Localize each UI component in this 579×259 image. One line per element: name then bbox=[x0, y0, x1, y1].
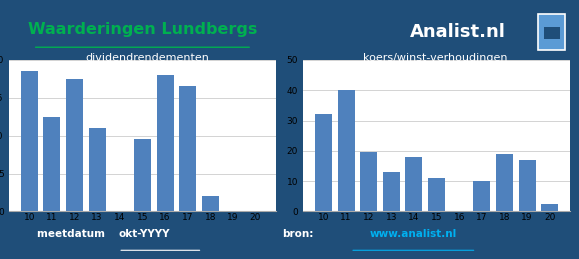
Bar bbox=[538, 14, 565, 50]
Bar bbox=[66, 79, 83, 212]
Bar bbox=[338, 90, 354, 212]
Text: www.analist.nl: www.analist.nl bbox=[369, 229, 457, 239]
Bar bbox=[134, 140, 151, 212]
Bar bbox=[496, 154, 513, 212]
Bar bbox=[179, 87, 196, 212]
Bar bbox=[89, 128, 105, 212]
Text: okt-YYYY: okt-YYYY bbox=[118, 229, 170, 239]
Bar bbox=[544, 27, 560, 39]
Bar bbox=[474, 181, 490, 212]
Text: bron:: bron: bbox=[282, 229, 314, 239]
Bar bbox=[519, 160, 536, 212]
Text: dividendrendementen: dividendrendementen bbox=[86, 53, 210, 63]
Bar bbox=[541, 204, 558, 212]
Text: koers/winst-verhoudingen: koers/winst-verhoudingen bbox=[363, 53, 508, 63]
Bar bbox=[43, 117, 60, 212]
Bar bbox=[405, 157, 423, 212]
Bar bbox=[201, 196, 219, 212]
Text: meetdatum: meetdatum bbox=[37, 229, 108, 239]
Bar bbox=[360, 152, 378, 212]
Bar bbox=[21, 71, 38, 212]
Text: Analist.nl: Analist.nl bbox=[410, 23, 506, 41]
Bar bbox=[156, 75, 174, 212]
Bar bbox=[315, 114, 332, 212]
Bar bbox=[428, 178, 445, 212]
Bar bbox=[383, 172, 400, 212]
Text: Waarderingen Lundbergs: Waarderingen Lundbergs bbox=[28, 22, 257, 37]
